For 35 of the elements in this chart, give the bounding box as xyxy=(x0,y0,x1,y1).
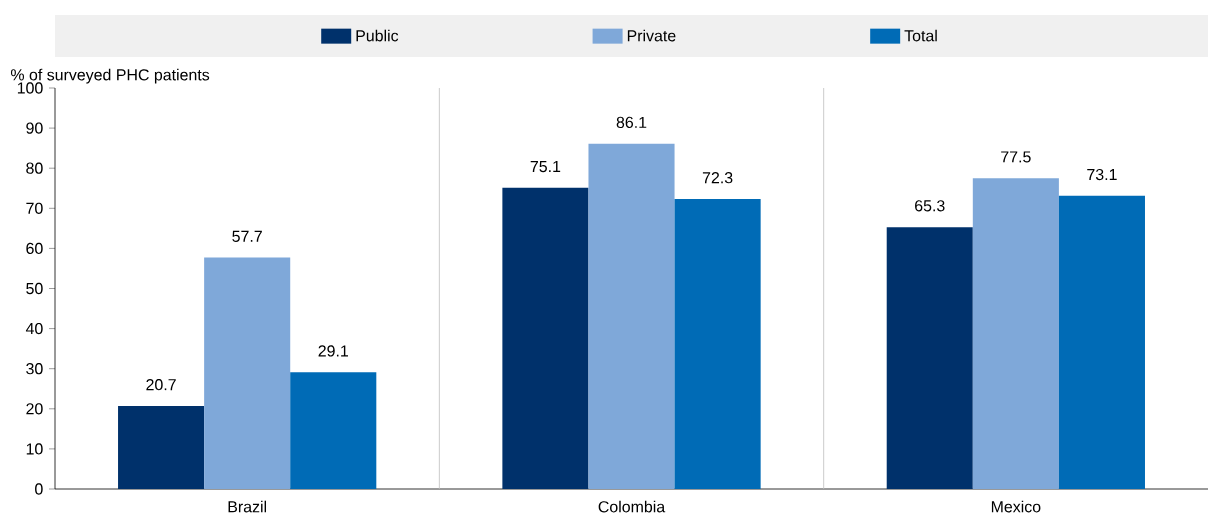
bar xyxy=(204,257,291,489)
data-label: 29.1 xyxy=(318,345,349,357)
y-tick-label: 30 xyxy=(26,363,43,375)
x-tick-label: Brazil xyxy=(228,500,267,513)
bar xyxy=(118,405,205,489)
x-tick-label: Colombia xyxy=(598,500,666,513)
bar xyxy=(1058,195,1145,489)
data-label: 57.7 xyxy=(232,230,262,242)
data-label: 86.1 xyxy=(616,116,647,129)
legend-label: Public xyxy=(356,29,399,42)
y-tick-label: 50 xyxy=(26,282,43,295)
y-tick-label: 10 xyxy=(26,443,43,455)
y-tick-label: 40 xyxy=(25,322,43,335)
bar xyxy=(588,143,675,489)
bar xyxy=(674,199,761,489)
y-tick-label: 70 xyxy=(26,202,43,214)
y-tick-label: 60 xyxy=(26,242,43,255)
data-label: 20.7 xyxy=(146,379,176,391)
legend-label: Private xyxy=(627,29,676,42)
y-tick-label: 0 xyxy=(35,483,43,495)
x-tick-label: Mexico xyxy=(991,500,1041,513)
y-tick-label: 100 xyxy=(17,82,43,94)
bar xyxy=(502,187,589,489)
y-tick-label: 20 xyxy=(26,403,43,415)
y-tick-label: 80 xyxy=(26,162,43,174)
bar xyxy=(886,227,973,489)
data-label: 77.5 xyxy=(1001,151,1031,163)
data-label: 72.3 xyxy=(702,172,733,184)
bar xyxy=(290,372,377,489)
data-label: 73.1 xyxy=(1087,168,1117,181)
y-tick-label: 90 xyxy=(26,122,43,134)
data-label: 65.3 xyxy=(915,200,945,212)
bar xyxy=(972,178,1059,489)
legend-label: Total xyxy=(904,29,937,42)
data-label: 75.1 xyxy=(530,161,561,173)
